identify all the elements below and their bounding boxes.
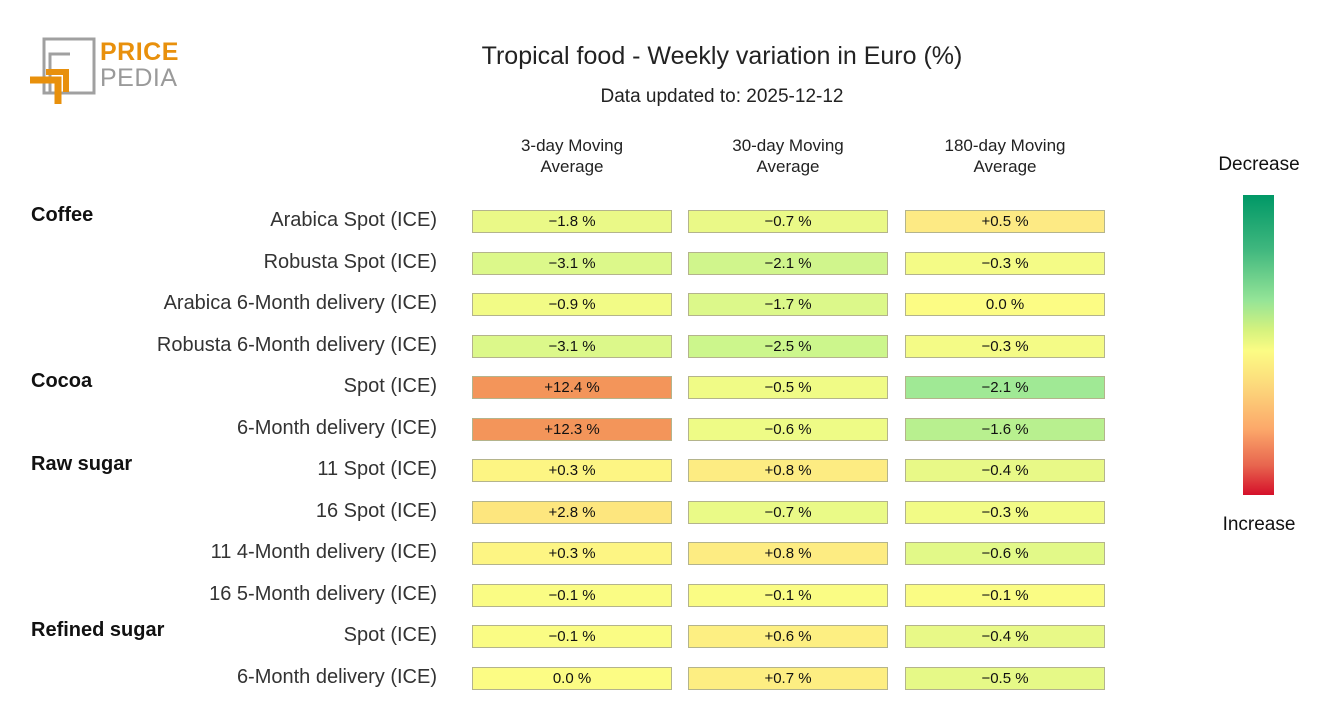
row-label: 16 5-Month delivery (ICE) — [209, 582, 437, 605]
heatmap-cell: +0.7 % — [688, 666, 888, 690]
heatmap-cell: +0.6 % — [688, 625, 888, 648]
heatmap-cell: −0.4 % — [905, 459, 1105, 482]
heatmap-cell: +0.3 % — [472, 459, 672, 482]
heatmap-cell: +2.8 % — [472, 500, 672, 524]
group-label: Cocoa — [31, 370, 93, 392]
column-header: 3-day Moving Average — [520, 136, 624, 176]
logo-mark-icon — [30, 37, 96, 104]
heatmap-cell: −0.1 % — [472, 625, 672, 648]
heatmap-cell: −0.3 % — [905, 334, 1105, 358]
row-label: 16 Spot (ICE) — [315, 499, 437, 522]
logo-text-price: PRICE — [100, 38, 179, 66]
legend-increase-label: Increase — [1222, 514, 1296, 535]
legend-decrease-label: Decrease — [1218, 154, 1300, 175]
row-label: Spot (ICE) — [343, 375, 437, 397]
heatmap-cell: +0.8 % — [688, 542, 888, 565]
logo-text-pedia: PEDIA — [100, 64, 178, 92]
row-label: 6-Month delivery (ICE) — [236, 416, 437, 439]
heatmap-cell: +0.8 % — [688, 459, 888, 482]
heatmap-cell: 0.0 % — [905, 293, 1105, 316]
heatmap-cell: −0.7 % — [688, 210, 888, 233]
pricepedia-logo: PRICE PEDIA — [28, 36, 188, 110]
heatmap-cell: −0.7 % — [688, 500, 888, 524]
heatmap-cell: −2.1 % — [905, 376, 1105, 399]
heatmap-cell: +0.3 % — [472, 542, 672, 565]
row-label: 11 4-Month delivery (ICE) — [210, 541, 437, 563]
row-label: 11 Spot (ICE) — [317, 458, 437, 480]
heatmap-cell: −0.6 % — [688, 417, 888, 441]
heatmap-cell: −0.5 % — [905, 666, 1105, 690]
heatmap-cell: −2.1 % — [688, 251, 888, 275]
row-label: Robusta Spot (ICE) — [263, 250, 437, 273]
heatmap-cell: −0.3 % — [905, 251, 1105, 275]
row-label: Robusta 6-Month delivery (ICE) — [156, 333, 437, 356]
row-label: Arabica Spot (ICE) — [270, 209, 437, 231]
legend-color-scale — [1243, 195, 1274, 495]
heatmap-cell: −0.1 % — [472, 583, 672, 607]
column-header: 30-day Moving Average — [732, 136, 844, 176]
heatmap-cell: −1.6 % — [905, 417, 1105, 441]
group-label: Coffee — [31, 204, 94, 226]
group-label: Refined sugar — [31, 619, 165, 641]
chart-subtitle: Data updated to: 2025-12-12 — [600, 86, 844, 107]
heatmap-cell: −0.4 % — [905, 625, 1105, 648]
column-header: 180-day Moving Average — [944, 136, 1066, 176]
heatmap-cell: −0.3 % — [905, 500, 1105, 524]
heatmap-cell: −1.7 % — [688, 293, 888, 316]
heatmap-cell: −3.1 % — [472, 251, 672, 275]
heatmap-cell: −0.1 % — [688, 583, 888, 607]
heatmap-cell: −1.8 % — [472, 210, 672, 233]
heatmap-cell: −0.5 % — [688, 376, 888, 399]
chart-title: Tropical food - Weekly variation in Euro… — [481, 42, 963, 70]
row-label: Arabica 6-Month delivery (ICE) — [163, 292, 437, 314]
group-label: Raw sugar — [31, 453, 133, 475]
heatmap-cell: −0.9 % — [472, 293, 672, 316]
heatmap-cell: −3.1 % — [472, 334, 672, 358]
heatmap-cell: +0.5 % — [905, 210, 1105, 233]
row-label: 6-Month delivery (ICE) — [236, 665, 437, 688]
heatmap-cell: −2.5 % — [688, 334, 888, 358]
heatmap-cell: +12.4 % — [472, 376, 672, 399]
heatmap-cell: −0.6 % — [905, 542, 1105, 565]
heatmap-cell: +12.3 % — [472, 417, 672, 441]
heatmap-cell: 0.0 % — [472, 666, 672, 690]
row-label: Spot (ICE) — [343, 624, 437, 646]
heatmap-cell: −0.1 % — [905, 583, 1105, 607]
